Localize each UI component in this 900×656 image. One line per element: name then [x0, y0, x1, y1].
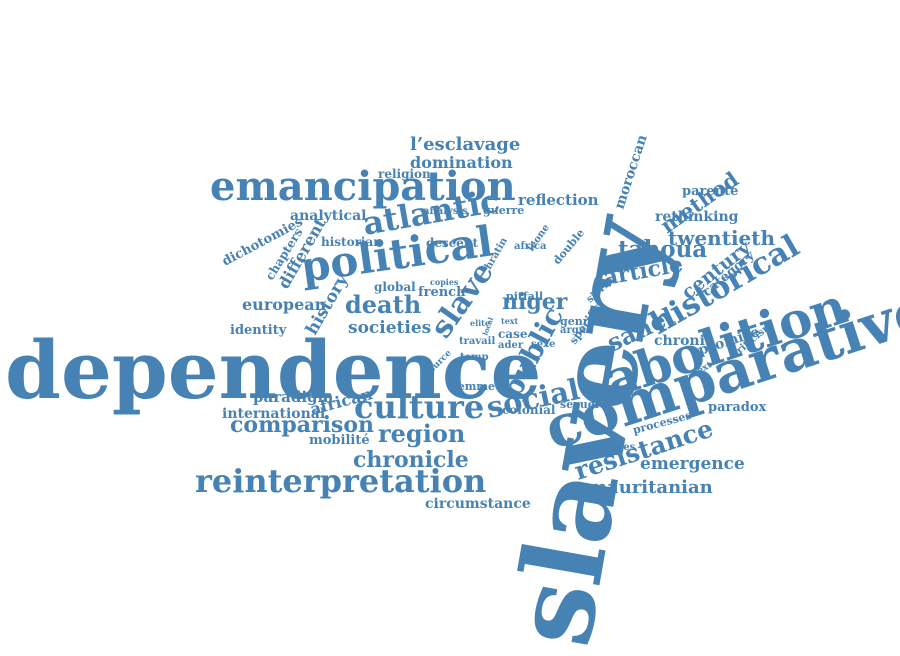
cloud-word: comparison	[230, 412, 374, 438]
cloud-word: descent	[426, 236, 478, 250]
cloud-word: copies	[430, 277, 459, 287]
cloud-word: text	[501, 316, 519, 326]
cloud-word: chronicle	[353, 447, 469, 473]
cloud-word: statuses	[589, 442, 636, 453]
cloud-word: rethinking	[655, 209, 739, 225]
cloud-word: mauritanian	[588, 477, 713, 498]
cloud-word: moroccan	[612, 133, 651, 211]
cloud-word: societies	[348, 318, 431, 338]
cloud-word: european	[242, 295, 327, 314]
cloud-word: international	[222, 406, 325, 422]
cloud-word: reinterpretation	[195, 462, 486, 500]
cloud-word: genre	[560, 315, 595, 328]
cloud-word: emancipation	[210, 163, 516, 210]
cloud-word: domination	[410, 153, 513, 172]
cloud-word: death	[345, 290, 421, 319]
cloud-word: femme	[453, 380, 495, 393]
cloud-word: temp	[460, 352, 489, 363]
cloud-word: argue	[560, 325, 592, 336]
cloud-word: identity	[230, 323, 287, 338]
cloud-word: l’esclavage	[410, 134, 520, 155]
cloud-word: analysis	[423, 206, 468, 217]
cloud-word: twentieth	[668, 226, 776, 250]
cloud-word: historian	[321, 235, 382, 249]
cloud-word: travail	[459, 336, 495, 347]
cloud-word: sexe	[531, 339, 555, 350]
cloud-word: africa	[514, 241, 547, 252]
cloud-word: emergence	[640, 454, 745, 474]
cloud-word: parenté	[682, 184, 738, 199]
cloud-word: colonial	[502, 403, 556, 417]
cloud-word: religion	[378, 167, 431, 181]
cloud-word: dependence	[5, 323, 541, 417]
cloud-word: french	[418, 285, 466, 300]
cloud-word: elite	[470, 318, 490, 328]
cloud-word: circumstance	[425, 496, 531, 512]
cloud-word: global	[374, 280, 416, 294]
cloud-word: ader	[498, 340, 524, 351]
cloud-word: mobilité	[309, 433, 370, 448]
cloud-word: region	[378, 419, 465, 448]
cloud-word: sexuel	[560, 398, 599, 411]
cloud-word: pitfall	[506, 290, 543, 303]
cloud-word: chronic	[654, 333, 713, 349]
cloud-word: reflection	[518, 191, 599, 209]
cloud-word: tahoua	[618, 236, 707, 263]
cloud-word: niger	[502, 289, 568, 315]
cloud-word: culture	[354, 388, 484, 426]
cloud-word: analytical	[290, 208, 366, 224]
cloud-word: paradigm	[253, 388, 334, 406]
cloud-word: case	[498, 327, 528, 341]
cloud-word: paradox	[708, 400, 767, 415]
cloud-word: guerre	[483, 204, 524, 217]
